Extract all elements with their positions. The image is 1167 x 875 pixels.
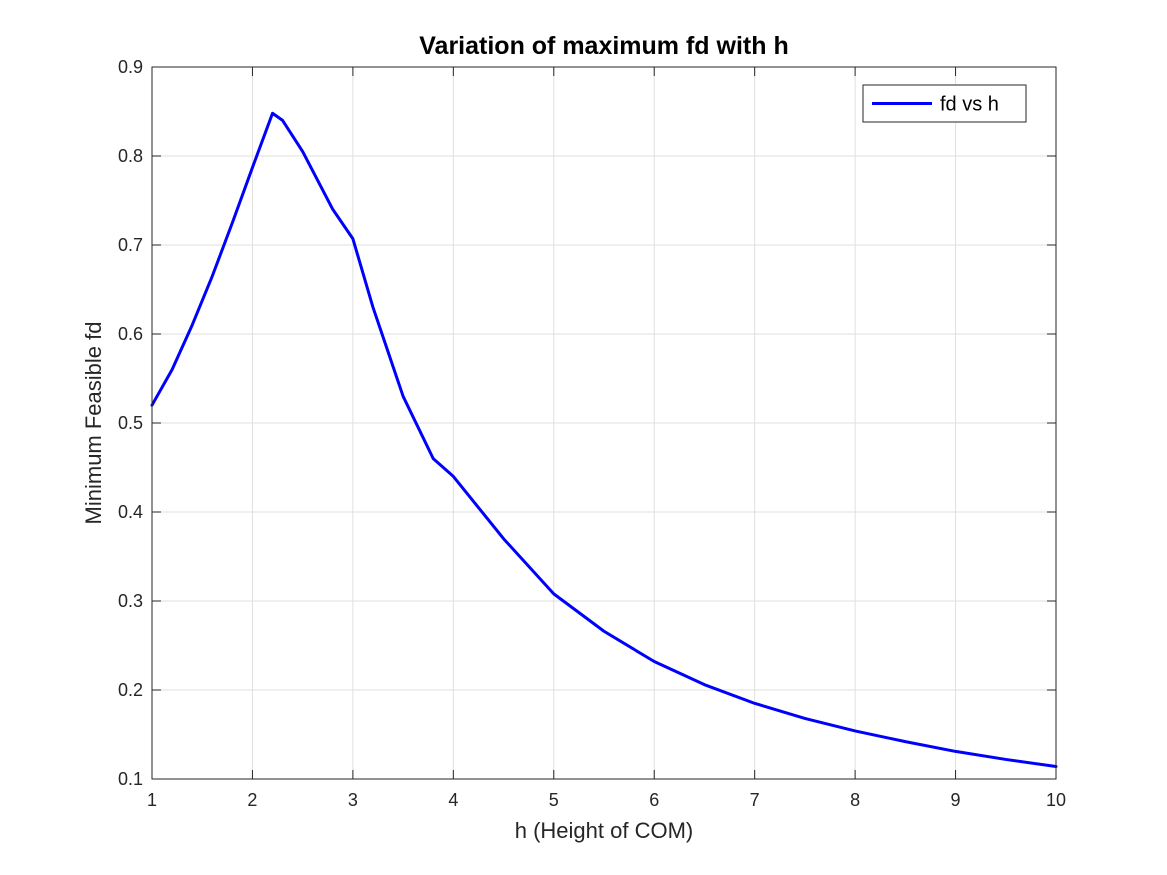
y-tick-label: 0.9: [118, 57, 143, 77]
series-line: [150, 111, 1058, 769]
x-tick-label: 3: [348, 790, 358, 810]
y-tick-label: 0.5: [118, 413, 143, 433]
y-tick-label: 0.6: [118, 324, 143, 344]
y-tick-label: 0.2: [118, 680, 143, 700]
y-tick-label: 0.8: [118, 146, 143, 166]
x-axis-label: h (Height of COM): [515, 818, 694, 843]
y-tick-label: 0.1: [118, 769, 143, 789]
plot-area: 1 2 3 4 5 6 7 8 9 10 0.1 0.2 0.3 0.4 0.5 0.6 0.7 0.8 0.9 fd…: [118, 57, 1066, 810]
x-tick-label: 6: [649, 790, 659, 810]
chart-title: Variation of maximum fd with h: [419, 32, 788, 60]
y-axis-label: Minimum Feasible fd: [81, 322, 106, 525]
x-tick-label: 2: [247, 790, 257, 810]
x-tick-label: 4: [448, 790, 458, 810]
axes-box: [151, 66, 1057, 780]
legend-label: fd vs h: [940, 94, 999, 116]
x-tick-label: 10: [1046, 790, 1066, 810]
x-tick-label: 1: [147, 790, 157, 810]
x-tick-label: 5: [549, 790, 559, 810]
x-tick-label: 7: [750, 790, 760, 810]
y-tick-label: 0.3: [118, 591, 143, 611]
y-tick-label: 0.7: [118, 235, 143, 255]
x-tick-label: 8: [850, 790, 860, 810]
x-tick-label: 9: [951, 790, 961, 810]
y-tick-label: 0.4: [118, 502, 143, 522]
